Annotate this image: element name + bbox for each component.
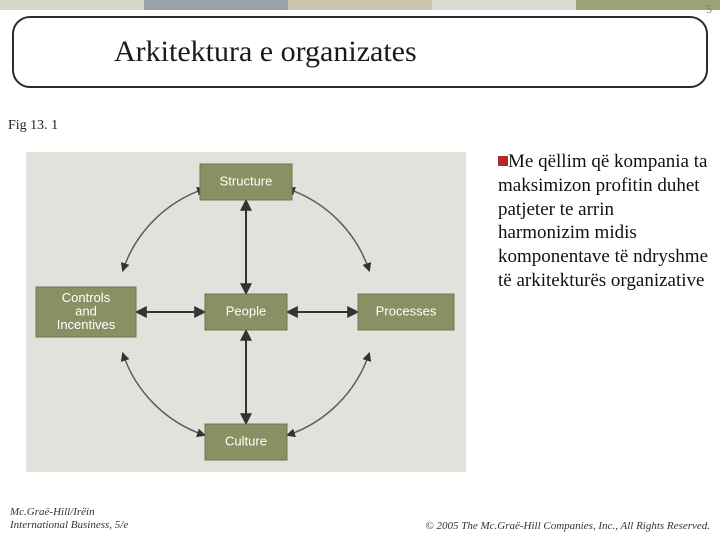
band-4 xyxy=(432,0,576,10)
footer-left-line2: International Business, 5/e xyxy=(10,519,128,531)
svg-text:Processes: Processes xyxy=(376,303,437,318)
page-title: Arkitektura e organizates xyxy=(114,35,417,69)
org-architecture-diagram: StructureControlsandIncentivesPeopleProc… xyxy=(26,152,466,472)
title-box: Arkitektura e organizates xyxy=(12,16,708,88)
footer-left: Mc.Graë-Hill/Irëin International Busines… xyxy=(10,506,128,532)
slide: 5 Arkitektura e organizates Fig 13. 1 St… xyxy=(0,0,720,540)
svg-text:Culture: Culture xyxy=(225,433,267,448)
top-bands xyxy=(0,0,720,10)
band-1 xyxy=(0,0,144,10)
svg-text:Structure: Structure xyxy=(220,173,273,188)
footer-left-line1: Mc.Graë-Hill/Irëin xyxy=(10,506,95,518)
caption: Me qëllim që kompania ta maksimizon prof… xyxy=(498,150,708,293)
svg-text:Incentives: Incentives xyxy=(57,317,116,332)
band-2 xyxy=(144,0,288,10)
caption-text: Me qëllim që kompania ta maksimizon prof… xyxy=(498,151,708,291)
page-number: 5 xyxy=(706,2,712,17)
band-3 xyxy=(288,0,432,10)
diagram-svg: StructureControlsandIncentivesPeopleProc… xyxy=(26,152,466,472)
bullet-icon xyxy=(498,156,508,166)
svg-text:People: People xyxy=(226,303,266,318)
footer-right: © 2005 The Mc.Graë-Hill Companies, Inc.,… xyxy=(425,520,710,532)
band-5 xyxy=(576,0,720,10)
figure-label: Fig 13. 1 xyxy=(8,118,58,134)
